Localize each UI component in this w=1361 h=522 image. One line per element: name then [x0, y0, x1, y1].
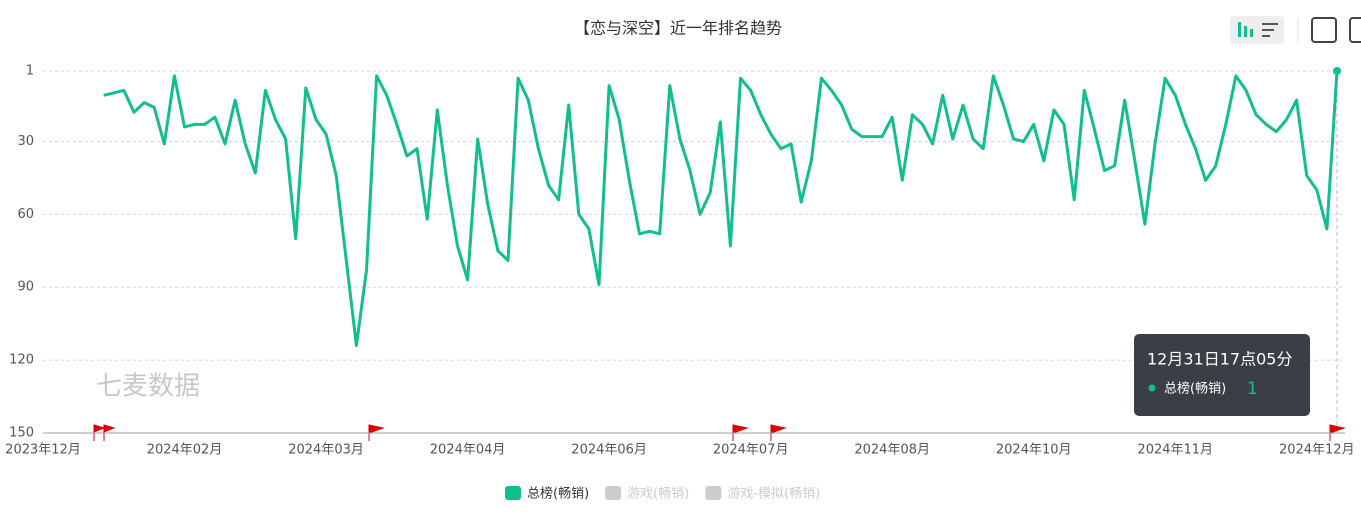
y-tick-label: 90: [17, 280, 34, 295]
series-line: [103, 70, 1339, 347]
legend-swatch: [705, 486, 722, 500]
y-tick-label: 30: [17, 134, 34, 149]
icon-line: [1262, 35, 1270, 37]
tooltip-series: 总榜(畅销): [1164, 381, 1226, 397]
x-tick-label: 2024年02月: [147, 443, 223, 458]
y-tick-label: 1: [26, 64, 34, 79]
x-tick-label: 2023年12月: [5, 443, 81, 458]
x-tick-label: 2024年03月: [288, 443, 364, 458]
tooltip: 12月31日17点05分 总榜(畅销) 1: [1134, 334, 1310, 416]
x-tick-label: 2024年06月: [571, 443, 647, 458]
legend-swatch: [605, 486, 622, 500]
tooltip-value: 1: [1247, 379, 1258, 399]
x-tick-label: 2024年11月: [1137, 443, 1213, 458]
tooltip-title: 12月31日17点05分: [1147, 350, 1292, 369]
legend-swatch: [505, 486, 521, 500]
y-tick-label: 60: [17, 207, 34, 222]
x-tick-label: 2024年08月: [854, 443, 930, 458]
y-tick-label: 150: [9, 426, 34, 441]
x-tick-label: 2024年04月: [430, 443, 506, 458]
icon-bar: [1238, 22, 1241, 37]
icon-line: [1262, 23, 1278, 25]
download-icon[interactable]: [1349, 17, 1361, 43]
y-tick-label: 120: [9, 353, 34, 368]
x-tick-label: 2024年10月: [996, 443, 1072, 458]
legend-label[interactable]: 游戏-模拟(畅销): [727, 487, 820, 502]
icon-bar: [1244, 26, 1247, 37]
legend-label[interactable]: 游戏(畅销): [627, 487, 689, 502]
toolbar[interactable]: [1230, 16, 1361, 44]
tooltip-dot: [1148, 384, 1156, 392]
watermark: 七麦数据: [96, 372, 200, 402]
x-tick-label: 2024年12月: [1279, 443, 1355, 458]
chart-title: 【恋与深空】近一年排名趋势: [574, 19, 782, 38]
legend-label[interactable]: 总榜(畅销): [527, 486, 589, 502]
hover-point: [1333, 67, 1341, 75]
icon-line: [1262, 29, 1274, 31]
tooltip-bg: [1134, 334, 1310, 416]
image-icon[interactable]: [1311, 17, 1337, 43]
icon-bar: [1250, 29, 1253, 37]
x-tick-label: 2024年07月: [713, 443, 789, 458]
